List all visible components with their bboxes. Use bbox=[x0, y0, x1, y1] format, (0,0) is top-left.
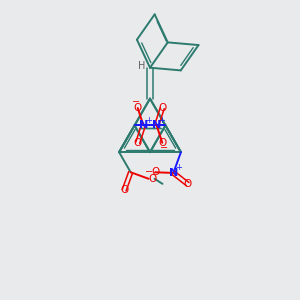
Text: −: − bbox=[132, 98, 140, 107]
Text: O: O bbox=[148, 174, 156, 184]
Text: N: N bbox=[169, 168, 178, 178]
Text: O: O bbox=[134, 138, 142, 148]
Text: +: + bbox=[145, 116, 152, 124]
Text: N: N bbox=[152, 120, 161, 130]
Text: O: O bbox=[158, 103, 166, 113]
Text: O: O bbox=[158, 138, 166, 148]
Text: O: O bbox=[134, 103, 142, 113]
Text: −: − bbox=[160, 143, 168, 153]
Text: −: − bbox=[145, 167, 153, 177]
Text: H: H bbox=[138, 61, 146, 71]
Text: N: N bbox=[139, 120, 148, 130]
Text: O: O bbox=[184, 179, 192, 189]
Text: +: + bbox=[158, 116, 165, 124]
Text: O: O bbox=[151, 167, 159, 177]
Text: +: + bbox=[175, 163, 182, 172]
Text: O: O bbox=[120, 185, 128, 195]
